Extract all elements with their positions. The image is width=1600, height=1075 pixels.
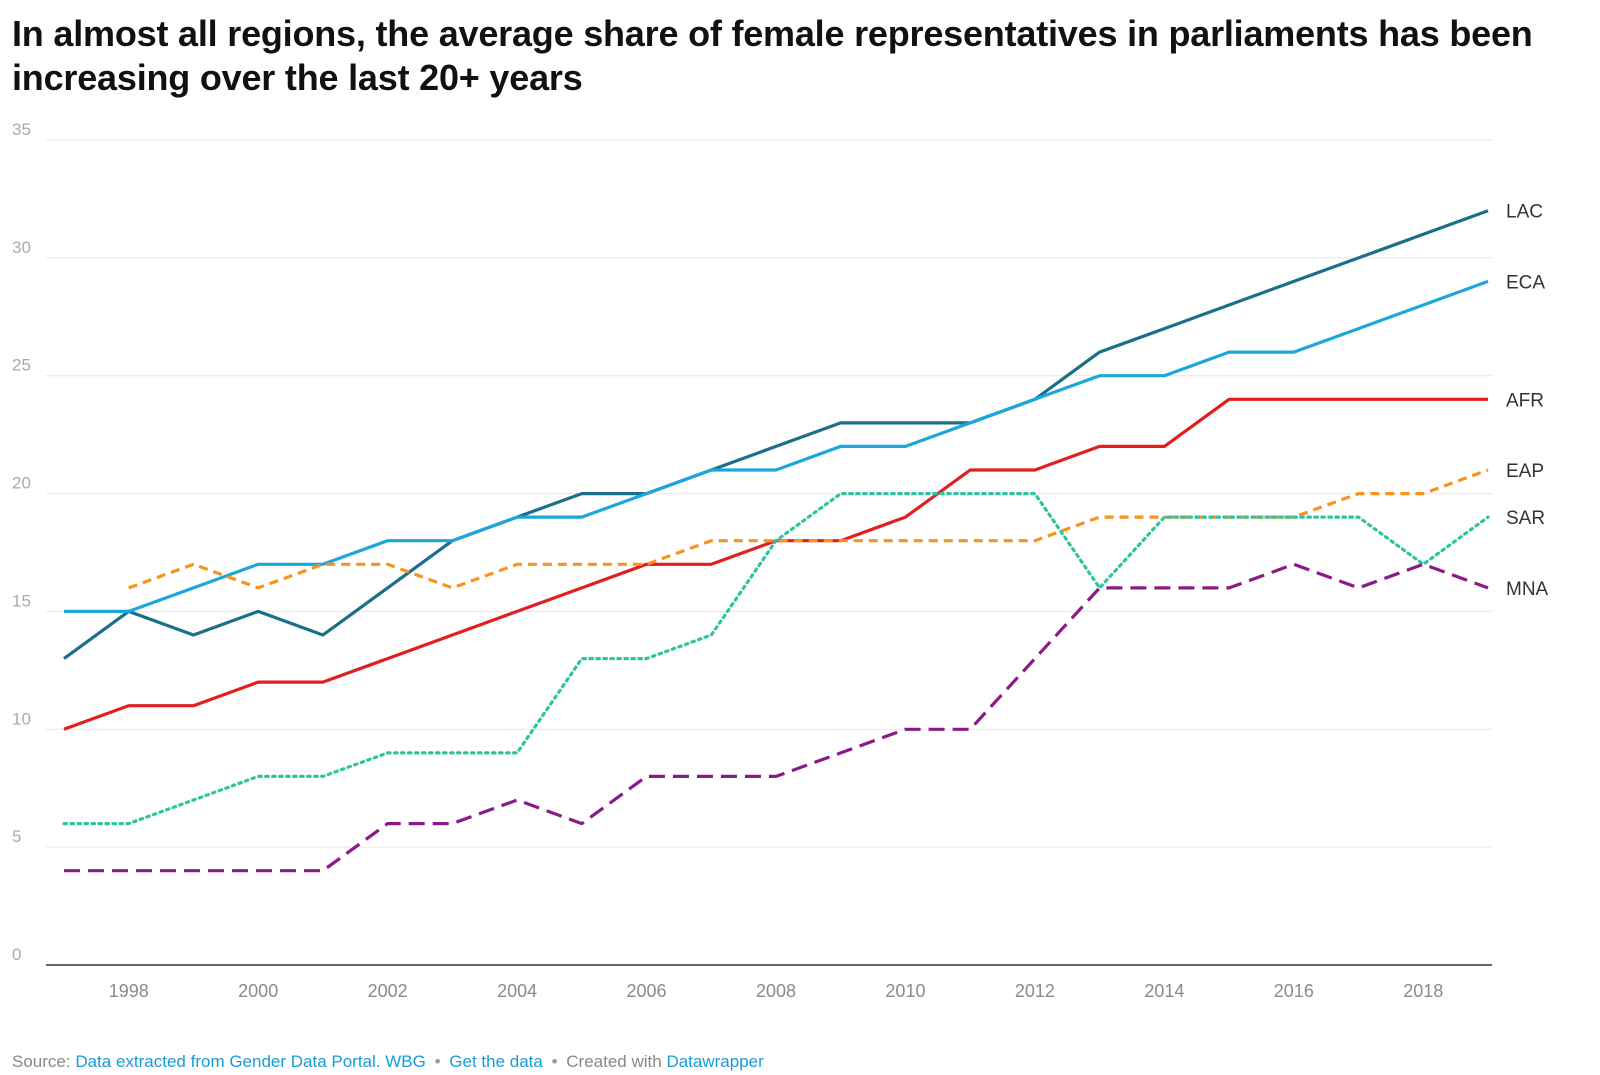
series-label-sar: SAR (1506, 508, 1545, 529)
x-axis: 1998 2000 2002 2004 2006 2008 2010 2012 2014 2016… (46, 964, 1492, 1001)
series-label-afr: AFR (1506, 390, 1544, 411)
y-tick-label: 35 (12, 120, 31, 139)
footer-separator: • (434, 1052, 441, 1071)
series-label-mna: MNA (1506, 579, 1549, 600)
y-tick-label: 15 (12, 591, 31, 610)
x-tick-label: 2002 (368, 981, 408, 1001)
x-tick-label: 2006 (627, 981, 667, 1001)
series-label-lac: LAC (1506, 202, 1543, 223)
series-lines (62, 209, 1490, 873)
y-tick-label: 5 (12, 827, 21, 846)
x-tick-label: 2016 (1274, 981, 1314, 1001)
datawrapper-link[interactable]: Datawrapper (666, 1052, 764, 1071)
created-with-label: Created with (566, 1052, 662, 1071)
chart-footer: Source: Data extracted from Gender Data … (12, 1052, 764, 1072)
y-tick-label: 10 (12, 709, 31, 728)
source-label: Source: (12, 1052, 71, 1071)
series-line-eap (128, 468, 1489, 590)
source-link[interactable]: Data extracted from Gender Data Portal. … (75, 1052, 426, 1071)
get-the-data-link[interactable]: Get the data (449, 1052, 543, 1071)
series-line-lac (63, 209, 1489, 660)
x-tick-label: 2008 (756, 981, 796, 1001)
x-tick-label: 1998 (109, 981, 149, 1001)
y-tick-label: 20 (12, 474, 31, 493)
x-tick-label: 2014 (1144, 981, 1184, 1001)
x-tick-label: 2000 (238, 981, 278, 1001)
series-line-sar (62, 492, 1490, 826)
y-tick-label: 0 (12, 945, 21, 964)
series-labels: LAC ECA AFR EAP SAR MNA (1506, 202, 1549, 600)
series-label-eca: ECA (1506, 272, 1545, 293)
x-tick-label: 2018 (1403, 981, 1443, 1001)
y-axis-ticks: 0 5 10 15 20 25 30 35 (12, 120, 31, 964)
footer-separator: • (551, 1052, 558, 1071)
series-label-eap: EAP (1506, 461, 1544, 482)
x-tick-label: 2004 (497, 981, 537, 1001)
series-line-mna (64, 562, 1489, 873)
chart-title: In almost all regions, the average share… (12, 13, 1533, 98)
y-tick-label: 30 (12, 238, 31, 257)
y-tick-label: 25 (12, 356, 31, 375)
gridlines (46, 139, 1492, 848)
series-line-eca (64, 279, 1489, 613)
x-tick-label: 2010 (885, 981, 925, 1001)
x-tick-label: 2012 (1015, 981, 1055, 1001)
